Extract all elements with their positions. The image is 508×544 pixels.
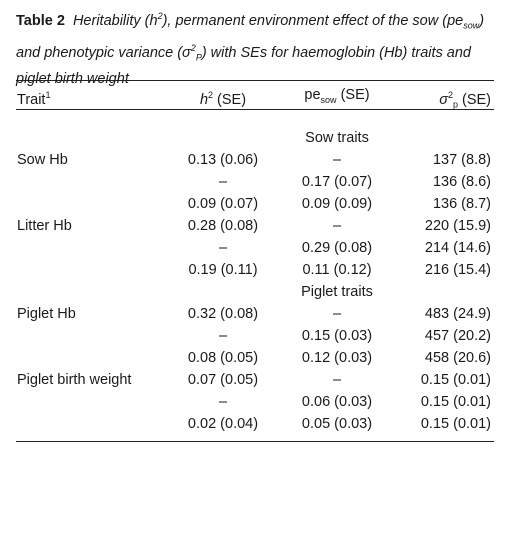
header-text: (SE) [336,87,370,103]
caption-text: Heritability (h [72,12,158,29]
table-cell: 0.09 (0.07) [187,196,259,212]
table-cell: – [332,306,342,322]
table-cell: 457 (20.2) [424,328,491,344]
caption-text: ) and phenotypic variance (σ [16,12,485,61]
table-cell: 0.15 (0.01) [420,394,491,410]
table-cell: 0.19 (0.11) [188,262,258,278]
header-text: (SE) [213,91,247,108]
table-cell: 0.12 (0.03) [301,350,373,366]
table-label: Table 2 [16,12,65,29]
table-cell: 0.07 (0.05) [187,372,259,388]
table-cell: – [332,218,342,234]
table-cell: 0.17 (0.07) [301,174,373,190]
trait-name: Piglet birth weight [17,372,132,388]
table-cell: 0.08 (0.05) [187,350,259,366]
table-cell: 136 (8.6) [432,174,491,190]
table-caption: Table 2 Heritability (h2), permanent env… [16,5,496,90]
table-cell: 0.15 (0.03) [301,328,373,344]
bottom-rule [16,441,494,442]
table-cell: – [332,372,342,388]
trait-name: Litter Hb [17,218,72,234]
header-text: (SE) [457,91,491,108]
table-cell: 0.15 (0.01) [420,416,491,432]
caption-sup: 2 [190,42,196,53]
table-cell: 0.06 (0.03) [301,394,373,410]
header-text: pe [304,87,321,103]
table-cell: 0.11 (0.12) [302,262,372,278]
table-cell: 214 (14.6) [424,240,491,256]
table-cell: 0.13 (0.06) [187,152,259,168]
table-cell: – [218,394,228,410]
caption-text: ) with SEs for haemoglobin (Hb) traits a… [16,44,471,88]
table-cell: 136 (8.7) [432,196,491,212]
table-cell: 0.09 (0.09) [301,196,373,212]
column-header: σ2p (SE) [439,85,491,115]
header-sub: p [452,99,458,110]
header-text: σ [439,91,448,108]
table-cell: 483 (24.9) [424,306,491,322]
table-cell: 0.05 (0.03) [301,416,373,432]
caption-text: ), permanent environment effect of the s… [162,12,464,29]
table-cell: 0.29 (0.08) [301,240,373,256]
table-cell: 220 (15.9) [424,218,491,234]
header-sub: sow [320,94,337,105]
header-text: h [199,91,209,108]
table-cell: 0.32 (0.08) [187,306,259,322]
top-rule [16,80,494,81]
table-cell: – [218,240,228,256]
trait-name: Sow Hb [17,152,68,168]
header-sup: 2 [447,90,453,100]
header-sup: 1 [45,90,51,100]
table-cell: 0.28 (0.08) [187,218,259,234]
table-cell: – [218,174,228,190]
table-cell: – [332,152,342,168]
table-cell: – [218,328,228,344]
column-header: h2 (SE) [173,85,273,110]
section-label: Sow traits [305,130,369,146]
caption-sub: sow [463,20,480,31]
header-sup: 2 [208,90,214,100]
table-cell: 458 (20.6) [424,350,491,366]
caption-sub: P [195,52,202,63]
column-header: Trait1 [17,85,50,110]
table-cell: 216 (15.4) [424,262,491,278]
column-header: pesow (SE) [287,85,387,110]
trait-name: Piglet Hb [17,306,76,322]
caption-sup: 2 [157,11,163,21]
header-rule [16,109,494,110]
table-cell: 137 (8.8) [432,152,491,168]
table-cell: 0.15 (0.01) [420,372,491,388]
header-text: Trait [17,91,46,108]
section-label: Piglet traits [301,284,373,300]
table-cell: 0.02 (0.04) [187,416,259,432]
